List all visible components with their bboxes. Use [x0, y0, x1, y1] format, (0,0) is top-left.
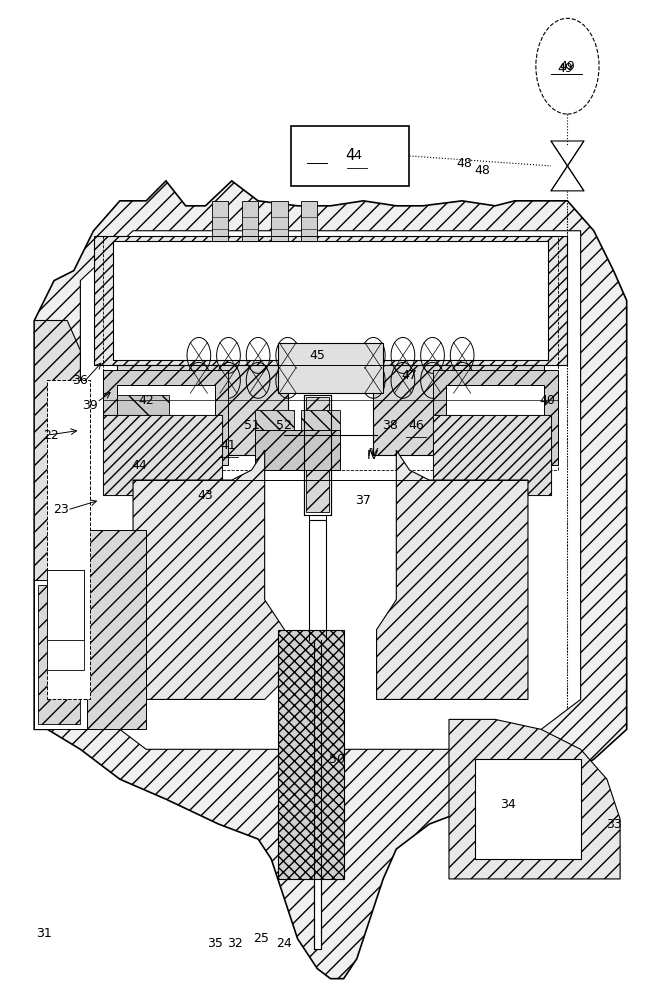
Text: 41: 41: [221, 439, 237, 452]
Text: 45: 45: [309, 349, 325, 362]
Text: 42: 42: [138, 394, 154, 407]
Bar: [116, 365, 288, 455]
Bar: [103, 370, 229, 465]
Bar: [94, 236, 567, 365]
Bar: [34, 580, 87, 729]
Bar: [212, 201, 229, 241]
Text: 35: 35: [208, 937, 223, 950]
Text: 49: 49: [558, 62, 573, 75]
Bar: [373, 365, 545, 455]
Bar: [301, 201, 317, 241]
Bar: [432, 415, 551, 495]
Bar: [242, 201, 258, 241]
Bar: [304, 395, 330, 515]
Text: 4: 4: [353, 149, 361, 162]
Text: 43: 43: [198, 489, 214, 502]
Text: 51: 51: [243, 419, 260, 432]
Text: 46: 46: [408, 419, 424, 432]
Bar: [48, 570, 84, 670]
Bar: [278, 630, 344, 879]
Bar: [446, 385, 545, 455]
Text: 24: 24: [276, 937, 292, 950]
Bar: [116, 395, 169, 445]
Text: 38: 38: [382, 419, 398, 432]
Text: 4: 4: [346, 148, 355, 163]
Text: 52: 52: [276, 419, 292, 432]
Polygon shape: [34, 181, 627, 979]
Text: 37: 37: [356, 494, 371, 507]
Bar: [314, 640, 321, 949]
Bar: [38, 585, 81, 724]
Text: 31: 31: [36, 927, 52, 940]
Bar: [432, 370, 558, 465]
Bar: [306, 397, 329, 512]
Bar: [103, 415, 222, 495]
Bar: [254, 410, 294, 435]
Text: 48: 48: [474, 164, 490, 177]
Text: 39: 39: [83, 399, 98, 412]
Polygon shape: [551, 141, 584, 166]
Polygon shape: [81, 231, 580, 749]
Text: IV: IV: [368, 449, 379, 462]
Text: IV: IV: [368, 448, 379, 458]
Bar: [103, 415, 222, 495]
Bar: [432, 415, 551, 495]
Text: 25: 25: [253, 932, 269, 945]
Text: 44: 44: [132, 459, 147, 472]
Bar: [48, 380, 91, 699]
Bar: [67, 530, 146, 729]
Bar: [254, 430, 340, 470]
Bar: [113, 241, 548, 360]
Text: 49: 49: [560, 60, 575, 73]
Text: 34: 34: [500, 798, 516, 811]
Polygon shape: [133, 450, 284, 699]
Bar: [291, 126, 409, 186]
Bar: [48, 570, 84, 640]
Text: 33: 33: [605, 818, 621, 831]
Text: 47: 47: [401, 369, 418, 382]
Bar: [116, 385, 215, 455]
Bar: [475, 759, 580, 859]
Polygon shape: [449, 719, 620, 879]
Text: 23: 23: [53, 503, 69, 516]
Text: 50: 50: [329, 753, 345, 766]
Bar: [271, 201, 288, 241]
Polygon shape: [34, 320, 81, 729]
Bar: [278, 343, 383, 393]
Bar: [309, 520, 326, 640]
Bar: [103, 236, 558, 470]
Polygon shape: [551, 166, 584, 191]
Text: 36: 36: [73, 374, 89, 387]
Bar: [301, 410, 340, 435]
Text: 22: 22: [43, 429, 59, 442]
Polygon shape: [377, 450, 528, 699]
Text: 40: 40: [540, 394, 556, 407]
Text: 48: 48: [456, 157, 472, 170]
Text: 32: 32: [227, 937, 243, 950]
